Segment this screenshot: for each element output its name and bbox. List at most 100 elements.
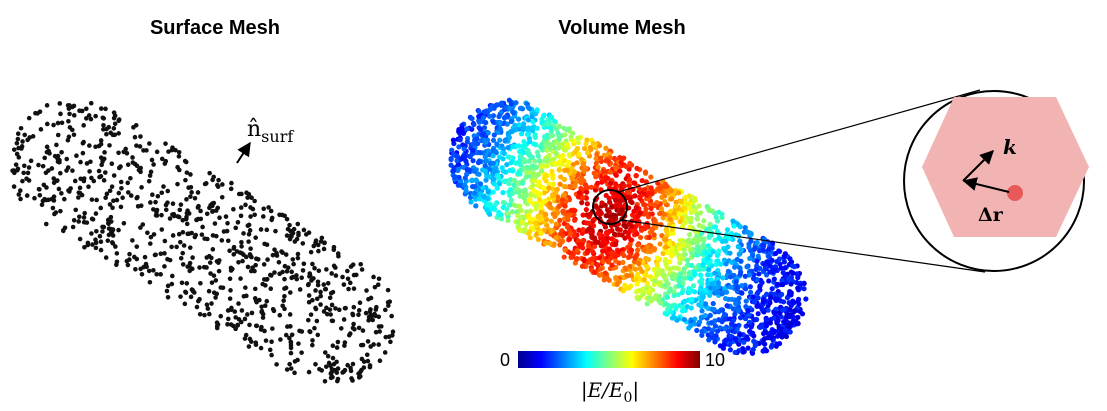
mesh-node [519, 154, 524, 159]
mesh-node [662, 199, 667, 204]
mesh-node [470, 148, 475, 153]
mesh-node [261, 315, 266, 320]
mesh-node [81, 151, 86, 156]
mesh-node [89, 101, 94, 106]
mesh-node [607, 278, 612, 283]
mesh-node [206, 306, 211, 311]
mesh-node [16, 155, 21, 160]
mesh-node [766, 278, 771, 283]
mesh-node [45, 103, 50, 108]
mesh-node [723, 261, 728, 266]
mesh-node [85, 220, 90, 225]
mesh-node [301, 241, 306, 246]
mesh-node [738, 224, 743, 229]
mesh-node [263, 283, 268, 288]
mesh-node [506, 181, 511, 186]
mesh-node [563, 248, 568, 253]
mesh-node [126, 263, 131, 268]
mesh-node [468, 199, 473, 204]
mesh-node [502, 151, 507, 156]
mesh-node [280, 270, 285, 275]
mesh-node [685, 258, 690, 263]
mesh-node [676, 266, 681, 271]
mesh-node [226, 238, 231, 243]
mesh-node [115, 251, 120, 256]
mesh-node [479, 132, 484, 137]
mesh-node [185, 208, 190, 213]
mesh-node [165, 189, 170, 194]
mesh-node [348, 281, 353, 286]
mesh-node [281, 298, 286, 303]
mesh-node [170, 282, 175, 287]
mesh-node [278, 337, 283, 342]
mesh-node [105, 192, 110, 197]
mesh-node [590, 228, 595, 233]
mesh-node [12, 147, 17, 152]
mesh-node [256, 257, 261, 262]
mesh-node [314, 307, 319, 312]
mesh-node [316, 279, 321, 284]
mesh-node [72, 218, 77, 223]
mesh-node [530, 163, 535, 168]
mesh-node [448, 157, 453, 162]
mesh-node [306, 283, 311, 288]
mesh-node [60, 120, 65, 125]
mesh-node [21, 171, 26, 176]
mesh-node [273, 229, 278, 234]
mesh-node [512, 123, 517, 128]
mesh-node [731, 223, 736, 228]
mesh-node [358, 300, 363, 305]
mesh-node [595, 165, 600, 170]
mesh-node [563, 147, 568, 152]
mesh-node [586, 243, 591, 248]
mesh-node [470, 184, 475, 189]
mesh-node [566, 213, 571, 218]
mesh-node [270, 326, 275, 331]
mesh-node [70, 168, 75, 173]
mesh-node [789, 275, 794, 280]
mesh-node [644, 273, 649, 278]
mesh-node [99, 106, 104, 111]
mesh-node [102, 178, 107, 183]
mesh-node [51, 206, 56, 211]
mesh-node [513, 161, 518, 166]
mesh-node [386, 288, 391, 293]
mesh-node [487, 114, 492, 119]
mesh-node [159, 190, 164, 195]
mesh-node [101, 123, 106, 128]
mesh-node [590, 249, 595, 254]
mesh-node [769, 344, 774, 349]
mesh-node [736, 296, 741, 301]
normal-subscript: surf [261, 127, 294, 146]
mesh-node [776, 248, 781, 253]
mesh-node [469, 178, 474, 183]
mesh-node [56, 121, 61, 126]
mesh-node [562, 158, 567, 163]
mesh-node [549, 205, 554, 210]
mesh-node [288, 290, 293, 295]
mesh-node [265, 257, 270, 262]
mesh-node [149, 235, 154, 240]
mesh-node [288, 312, 293, 317]
mesh-node [334, 370, 339, 375]
mesh-node [457, 175, 462, 180]
mesh-node [205, 211, 210, 216]
mesh-node [620, 260, 625, 265]
mesh-node [229, 187, 234, 192]
mesh-node [288, 340, 293, 345]
mesh-node [577, 190, 582, 195]
mesh-node [329, 291, 334, 296]
mesh-node [324, 306, 329, 311]
mesh-node [769, 258, 774, 263]
mesh-node [613, 181, 618, 186]
mesh-node [97, 169, 102, 174]
mesh-node [165, 289, 170, 294]
mesh-node [46, 149, 51, 154]
mesh-node [670, 246, 675, 251]
mesh-node [677, 211, 682, 216]
mesh-node [325, 312, 330, 317]
mesh-node [110, 184, 115, 189]
mesh-node [126, 162, 131, 167]
mesh-node [732, 265, 737, 270]
mesh-node [247, 323, 252, 328]
